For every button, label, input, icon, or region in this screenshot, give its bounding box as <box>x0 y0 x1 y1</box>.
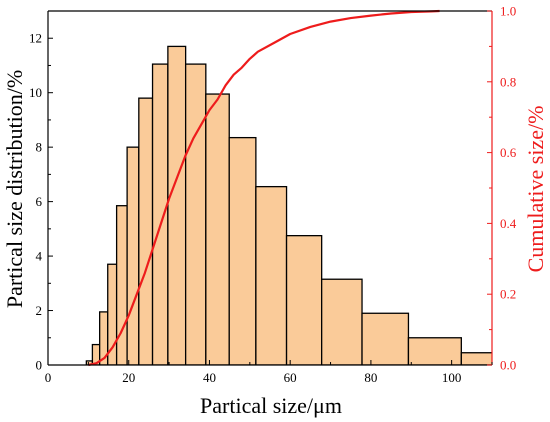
y-left-tick-label: 2 <box>36 303 43 318</box>
y-right-tick-label: 0.4 <box>500 216 517 231</box>
bar-13 <box>285 235 323 365</box>
bar-4 <box>115 205 128 365</box>
tick-marks <box>47 10 493 366</box>
x-tick-label: 100 <box>442 370 462 385</box>
x-tick-label: 80 <box>364 370 377 385</box>
bar-14 <box>321 278 363 365</box>
y-left-tick-labels: 0 2 4 6 8 10 12 <box>29 31 43 373</box>
bar-7 <box>151 63 169 365</box>
y-right-tick-label: 1.0 <box>500 4 516 19</box>
bar-16 <box>407 337 462 365</box>
bar-10 <box>205 93 230 365</box>
cumulative-line-series <box>88 9 440 367</box>
y-right-tick-label: 0.0 <box>500 358 516 373</box>
bar-5 <box>126 146 140 365</box>
y-right-tick-label: 0.8 <box>500 74 516 89</box>
y-right-tick-labels: 0.0 0.2 0.4 0.6 0.8 1.0 <box>500 4 517 373</box>
y-left-tick-label: 8 <box>36 140 43 155</box>
bar-12 <box>255 185 288 365</box>
y-left-tick-label: 6 <box>36 194 43 209</box>
y-left-tick-label: 10 <box>29 85 42 100</box>
y-left-axis-title: Partical size distribution/% <box>2 70 27 308</box>
x-axis-title: Partical size/μm <box>200 393 342 418</box>
y-left-tick-label: 4 <box>36 249 43 264</box>
y-left-tick-label: 0 <box>36 358 43 373</box>
bar-8 <box>167 45 187 365</box>
bar-series <box>85 45 492 365</box>
y-right-tick-label: 0.6 <box>500 145 517 160</box>
bar-15 <box>361 312 410 365</box>
cumulative-curve <box>88 9 440 367</box>
y-left-tick-label: 12 <box>29 31 42 46</box>
bar-6 <box>138 97 154 365</box>
y-right-axis-title: Cumulative size/% <box>523 106 548 273</box>
x-tick-label: 0 <box>45 370 52 385</box>
x-tick-label: 20 <box>122 370 135 385</box>
bar-9 <box>184 63 207 365</box>
bar-11 <box>228 136 257 365</box>
bar-3 <box>107 263 118 365</box>
x-tick-labels: 0 20 40 60 80 100 <box>45 370 462 385</box>
x-tick-label: 40 <box>203 370 216 385</box>
y-right-tick-label: 0.2 <box>500 287 516 302</box>
x-tick-label: 60 <box>284 370 297 385</box>
